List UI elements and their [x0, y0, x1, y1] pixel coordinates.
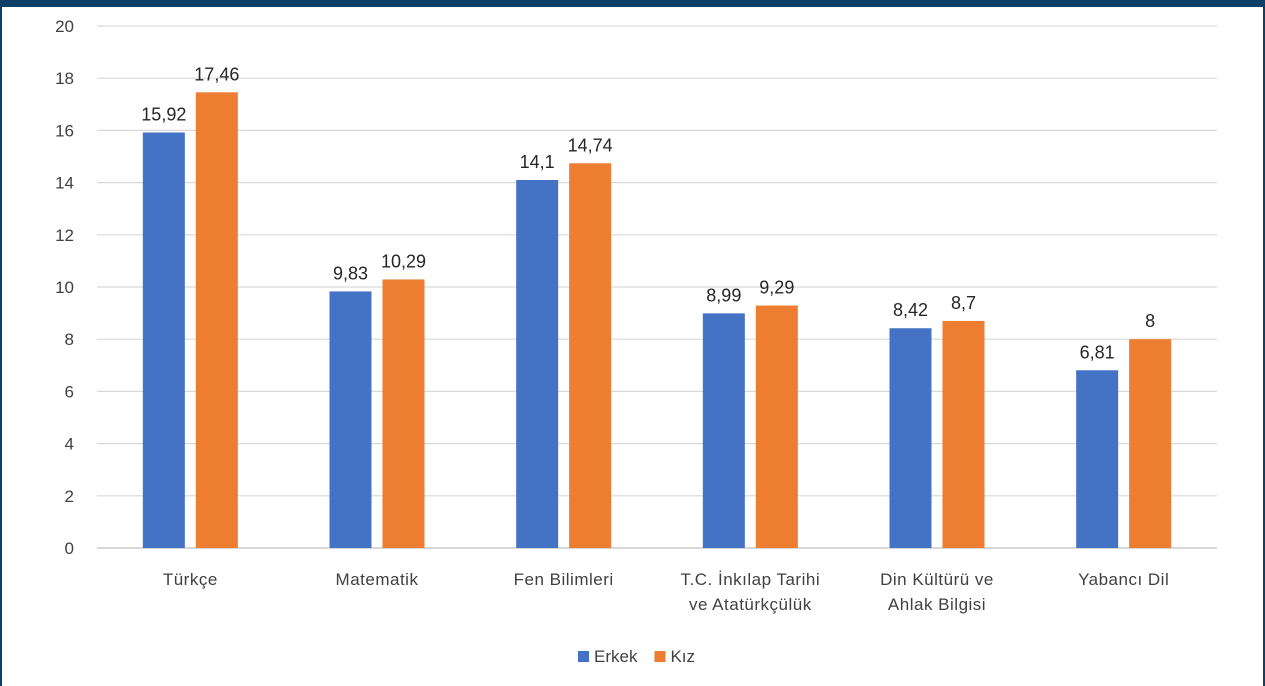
x-category-label: Türkçe [163, 570, 218, 589]
x-category-label: Yabancı Dil [1078, 570, 1169, 589]
y-tick-label: 18 [55, 69, 74, 88]
data-label: 9,29 [759, 278, 794, 298]
legend: Erkek Kız [578, 647, 695, 666]
bar-k-z [1129, 339, 1172, 548]
data-label: 14,74 [568, 135, 613, 155]
bar-k-z [569, 163, 612, 548]
y-tick-label: 0 [65, 539, 74, 558]
x-category-label: ve Atatürkçülük [689, 595, 812, 614]
bar-k-z [755, 305, 798, 548]
bar-erkek [142, 132, 185, 548]
y-tick-label: 12 [55, 226, 74, 245]
data-labels: 15,92 17,46 9,83 10,29 14,1 14,74 8,99 9,29 8,42… [141, 64, 1155, 362]
legend-label: Kız [670, 647, 695, 666]
data-label: 14,1 [520, 152, 555, 172]
data-label: 17,46 [194, 64, 239, 84]
bar-erkek [516, 179, 559, 549]
y-tick-label: 10 [55, 278, 74, 297]
y-tick-label: 2 [65, 487, 74, 506]
y-axis-ticks: 0 2 4 6 8 10 12 14 16 18 20 [55, 17, 74, 558]
bars [142, 92, 1172, 549]
y-tick-label: 16 [55, 121, 74, 140]
y-tick-label: 8 [65, 330, 74, 349]
bar-erkek [1076, 370, 1119, 548]
legend-label: Erkek [594, 647, 638, 666]
gridlines [97, 25, 1217, 549]
data-label: 8 [1145, 311, 1155, 331]
x-category-label: T.C. İnkılap Tarihi [681, 570, 821, 589]
x-category-label: Din Kültürü ve [880, 570, 994, 589]
data-label: 8,42 [893, 300, 928, 320]
y-tick-label: 6 [65, 382, 74, 401]
bar-erkek [329, 291, 372, 548]
bar-k-z [195, 92, 238, 548]
y-tick-label: 14 [55, 174, 74, 193]
bar-erkek [702, 313, 745, 548]
legend-swatch [578, 651, 589, 662]
bar-erkek [889, 328, 932, 548]
bar-k-z [942, 320, 985, 548]
x-category-label: Ahlak Bilgisi [888, 595, 986, 614]
data-label: 8,99 [706, 285, 741, 305]
legend-swatch [654, 651, 666, 662]
x-category-label: Fen Bilimleri [514, 570, 614, 589]
bar-k-z [382, 279, 425, 548]
data-label: 9,83 [333, 263, 368, 283]
data-label: 10,29 [381, 251, 426, 271]
y-tick-label: 4 [65, 435, 74, 454]
data-label: 6,81 [1080, 342, 1115, 362]
y-tick-label: 20 [55, 17, 74, 36]
x-category-label: Matematik [336, 570, 419, 589]
data-label: 8,7 [951, 293, 976, 313]
data-label: 15,92 [141, 104, 186, 124]
x-axis-categories: Türkçe Matematik Fen Bilimleri T.C. İnkılap… [163, 570, 1169, 614]
